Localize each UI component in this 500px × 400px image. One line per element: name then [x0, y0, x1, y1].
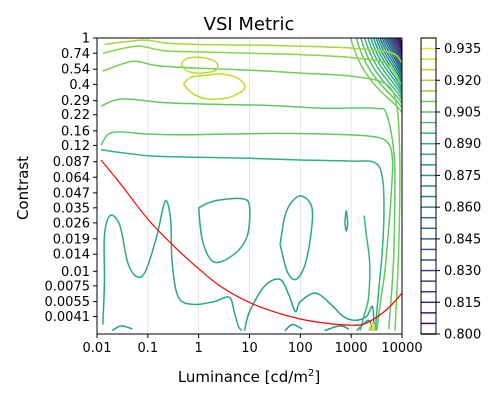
x-tick-label: 10: [241, 341, 258, 356]
y-tick-label: 0.014: [53, 248, 90, 263]
y-tick-label: 0.047: [53, 186, 90, 201]
y-axis-title: Contrast: [14, 156, 32, 220]
colorbar-tick-label: 0.800: [444, 328, 481, 343]
colorbar-tick-label: 0.905: [444, 106, 481, 121]
x-tick-label: 1: [195, 341, 203, 356]
x-tick-label: 100: [288, 341, 313, 356]
colorbar-tick-label: 0.860: [444, 201, 481, 216]
y-axis: 10.740.540.40.290.220.160.120.0870.0640.…: [45, 32, 98, 325]
y-tick-label: 0.0041: [45, 310, 91, 325]
y-tick-label: 0.019: [53, 232, 90, 247]
colorbar-tick-label: 0.890: [444, 137, 481, 152]
y-tick-label: 0.54: [61, 63, 90, 78]
colorbar: 0.800 0.815 0.830 0.845 0.860 0.875 0.890 0.905…: [421, 38, 481, 343]
y-tick-label: 0.16: [61, 124, 90, 139]
y-tick-label: 1: [82, 32, 90, 47]
x-tick-label: 0.01: [83, 341, 112, 356]
y-tick-label: 0.026: [53, 216, 90, 231]
y-tick-label: 0.087: [53, 155, 90, 170]
x-axis: 0.01 0.1 1 10 100 1000 10000: [83, 334, 423, 356]
chart-title: VSI Metric: [204, 14, 295, 35]
y-tick-label: 0.035: [53, 201, 90, 216]
x-tick-label: 1000: [335, 341, 368, 356]
x-axis-title: Luminance [cd/m2]: [178, 368, 320, 386]
y-tick-label: 0.4: [69, 78, 90, 93]
y-tick-label: 0.12: [61, 139, 90, 154]
colorbar-tick-label: 0.815: [444, 296, 481, 311]
colorbar-tick-label: 0.935: [444, 42, 481, 57]
y-tick-label: 0.0075: [45, 279, 91, 294]
x-axis-title-end: ]: [314, 368, 320, 386]
y-tick-label: 0.01: [61, 265, 90, 280]
y-tick-label: 0.29: [61, 94, 90, 109]
y-tick-label: 0.74: [61, 47, 90, 62]
colorbar-tick-label: 0.830: [444, 264, 481, 279]
colorbar-tick-label: 0.875: [444, 169, 481, 184]
colorbar-tick-label: 0.920: [444, 74, 481, 89]
y-tick-label: 0.22: [61, 108, 90, 123]
x-tick-label: 10000: [381, 341, 422, 356]
plot-area: [97, 29, 403, 334]
x-axis-title-main: Luminance [cd/m: [178, 368, 308, 386]
x-tick-label: 0.1: [137, 341, 158, 356]
colorbar-tick-label: 0.845: [444, 232, 481, 247]
y-tick-label: 0.0055: [45, 295, 91, 310]
y-tick-label: 0.064: [53, 171, 90, 186]
